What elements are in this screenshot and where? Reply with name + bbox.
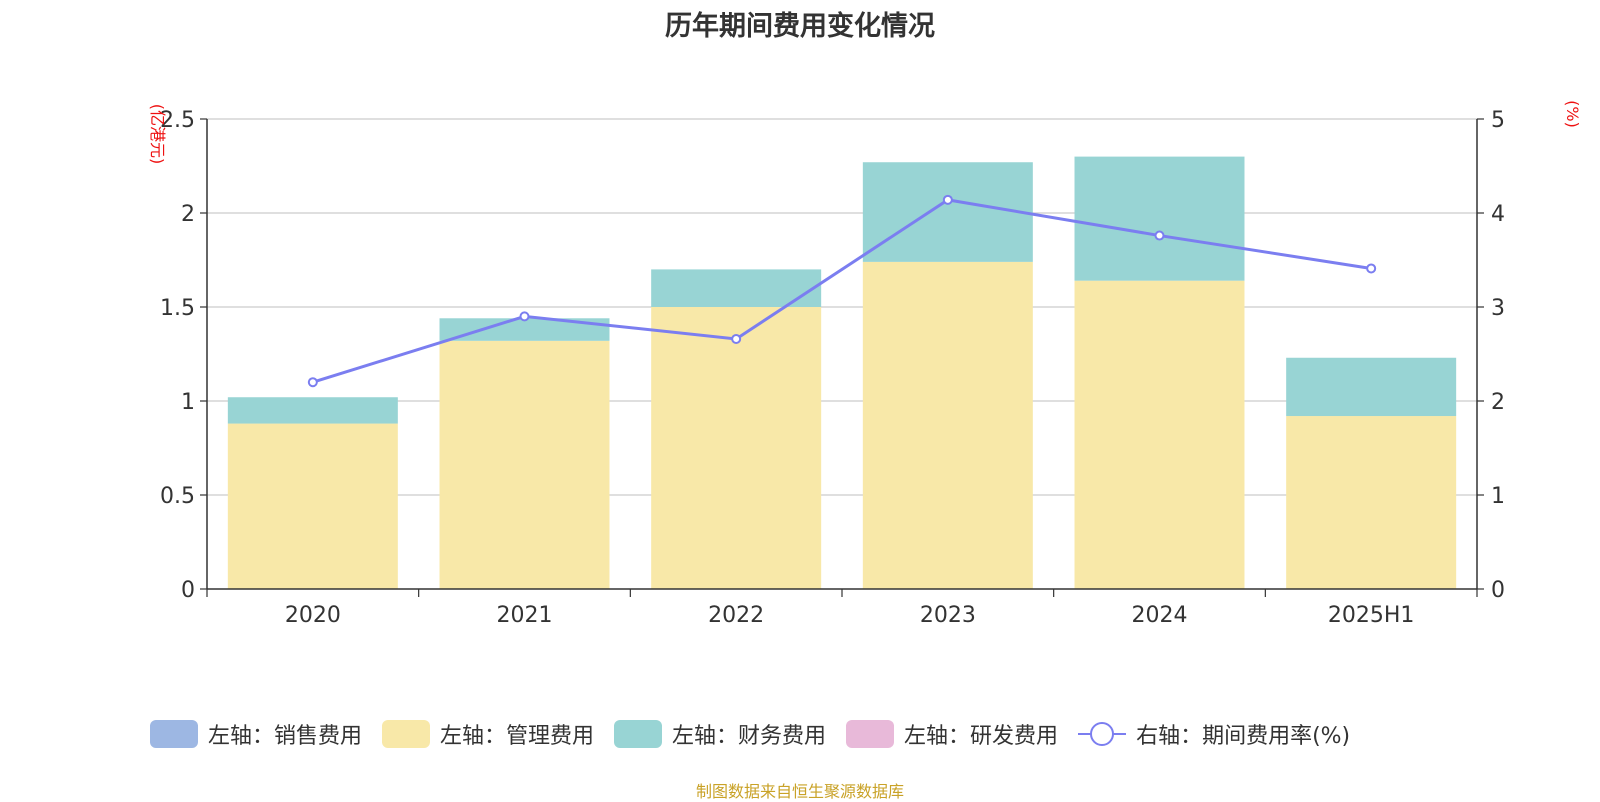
legend-label-sales: 左轴：销售费用 [208, 724, 363, 749]
legend-label-rnd: 左轴：研发费用 [904, 724, 1059, 749]
bar-1-1 [439, 340, 610, 589]
legend-swatch-rnd [846, 720, 895, 748]
legend-item-finance[interactable]: 左轴：财务费用 [614, 718, 826, 750]
expense-rate-point-5 [1366, 263, 1377, 274]
y-left-tick-label: 1.5 [160, 296, 195, 321]
y-left-unit-label: (亿港元) [148, 104, 167, 165]
expense-rate-point-3 [942, 194, 953, 205]
legend-item-admin[interactable]: 左轴：管理费用 [382, 718, 594, 750]
y-left-tick-label: 2.5 [160, 108, 195, 133]
expense-rate-point-4 [1154, 230, 1165, 241]
bar-2-4 [1074, 156, 1245, 281]
expense-rate-point-1 [519, 311, 530, 322]
bar-1-3 [862, 261, 1033, 589]
y-left-tick-label: 1 [181, 390, 195, 415]
legend-swatch-sales [150, 720, 198, 748]
legend-label-admin: 左轴：管理费用 [440, 724, 595, 749]
x-tick-label: 2025H1 [1328, 603, 1415, 628]
y-left-tick-label: 0 [181, 578, 195, 603]
bar-2-1 [439, 318, 610, 341]
bar-1-5 [1286, 416, 1457, 589]
legend-swatch-expense-rate [1078, 720, 1127, 748]
legend-label-expense-rate: 右轴：期间费用率(%) [1136, 724, 1351, 749]
legend-item-rnd[interactable]: 左轴：研发费用 [846, 718, 1058, 750]
bar-1-0 [227, 423, 398, 589]
bar-1-2 [651, 307, 822, 589]
legend: 左轴：销售费用 左轴：管理费用 左轴：财务费用 左轴：研发费用 右轴：期间费用率… [150, 718, 1370, 750]
expense-rate-point-0 [307, 377, 318, 388]
expense-rate-point-2 [731, 333, 742, 344]
x-tick-label: 2021 [497, 603, 553, 628]
y-right-tick-label: 5 [1491, 108, 1505, 133]
legend-item-sales[interactable]: 左轴：销售费用 [150, 718, 362, 750]
y-left-tick-label: 2 [181, 202, 195, 227]
y-right-tick-label: 1 [1491, 484, 1505, 509]
legend-swatch-admin [382, 720, 431, 748]
x-tick-label: 2024 [1132, 603, 1188, 628]
y-right-unit-label: (%) [1563, 100, 1582, 128]
bar-2-0 [227, 397, 398, 424]
y-right-tick-label: 2 [1491, 390, 1505, 415]
y-left-tick-label: 0.5 [160, 484, 195, 509]
expense-rate-line [312, 198, 1372, 384]
legend-swatch-finance [614, 720, 663, 748]
x-tick-label: 2023 [920, 603, 976, 628]
x-tick-label: 2022 [708, 603, 764, 628]
x-tick-label: 2020 [285, 603, 341, 628]
data-source-note: 制图数据来自恒生聚源数据库 [695, 782, 904, 801]
y-right-tick-label: 3 [1491, 296, 1505, 321]
bar-2-3 [862, 162, 1033, 262]
y-right-tick-label: 0 [1491, 578, 1505, 603]
chart-title: 历年期间费用变化情况 [665, 11, 935, 42]
legend-label-finance: 左轴：财务费用 [672, 724, 827, 749]
bar-1-4 [1074, 280, 1245, 589]
legend-item-expense-rate[interactable]: 右轴：期间费用率(%) [1078, 718, 1350, 750]
bar-2-5 [1286, 357, 1457, 417]
y-right-tick-label: 4 [1491, 202, 1505, 227]
